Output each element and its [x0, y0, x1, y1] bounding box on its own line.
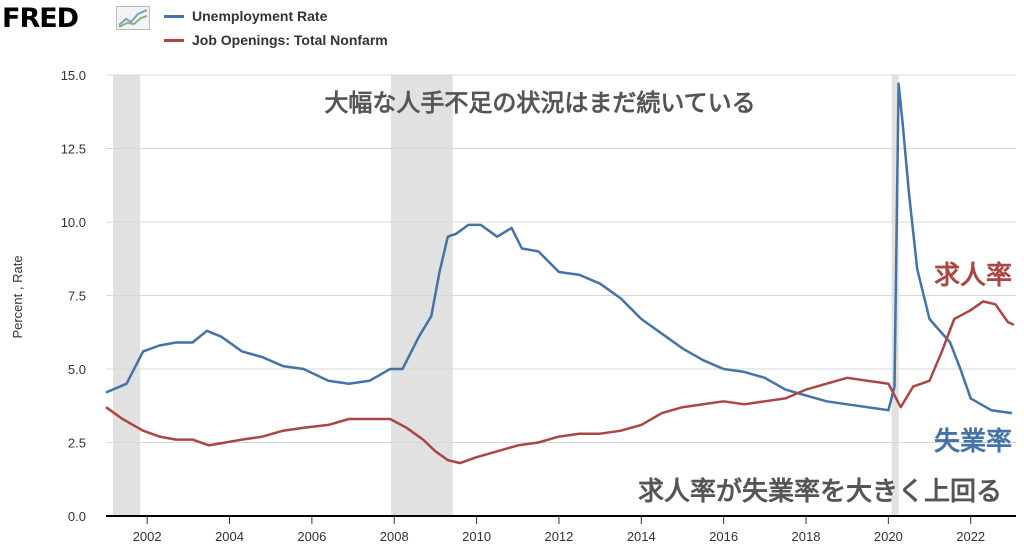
legend-item-unemployment[interactable]: Unemployment Rate: [164, 4, 388, 28]
x-tick-label-6: 2014: [627, 529, 656, 544]
x-tick-label-10: 2022: [956, 529, 985, 544]
annotation-job-label: 求人率: [934, 260, 1012, 290]
y-tick-label-0: 0.0: [68, 509, 86, 524]
legend-label-unemployment: Unemployment Rate: [192, 8, 328, 24]
x-tick-label-2: 2006: [297, 529, 326, 544]
series-line-1: [105, 300, 1015, 465]
y-axis-label: Percent , Rate: [10, 255, 25, 338]
y-tick-label-2: 5.0: [68, 362, 86, 377]
y-tick-label-4: 10.0: [61, 215, 86, 230]
annotation-unemp-label: 失業率: [934, 426, 1012, 456]
x-tick-label-4: 2010: [462, 529, 491, 544]
annotation-top: 大幅な人手不足の状況はまだ続いている: [324, 89, 755, 117]
y-tick-label-5: 12.5: [61, 142, 86, 157]
legend-swatch-job-openings: [164, 38, 184, 42]
series-line-0: [105, 82, 1013, 415]
x-tick-label-0: 2002: [133, 529, 162, 544]
legend-label-job-openings: Job Openings: Total Nonfarm: [192, 32, 388, 48]
x-tick-label-9: 2020: [874, 529, 903, 544]
annotation-bottom: 求人率が失業率を大きく上回る: [638, 476, 1002, 506]
fred-logo: FRED: [2, 3, 79, 34]
x-tick-label-1: 2004: [215, 529, 244, 544]
chart-header: FRED Unemployment Rate Job Openings: Tot…: [0, 0, 1024, 60]
legend-item-job-openings[interactable]: Job Openings: Total Nonfarm: [164, 28, 388, 52]
legend-swatch-unemployment: [164, 14, 184, 18]
x-tick-label-3: 2008: [380, 529, 409, 544]
x-tick-label-8: 2018: [792, 529, 821, 544]
y-tick-label-3: 7.5: [68, 289, 86, 304]
y-tick-label-6: 15.0: [61, 68, 86, 83]
legend: Unemployment Rate Job Openings: Total No…: [164, 4, 388, 52]
line-chart-icon: [116, 6, 150, 30]
x-tick-label-7: 2016: [709, 529, 738, 544]
y-tick-label-1: 2.5: [68, 436, 86, 451]
x-tick-label-5: 2012: [544, 529, 573, 544]
